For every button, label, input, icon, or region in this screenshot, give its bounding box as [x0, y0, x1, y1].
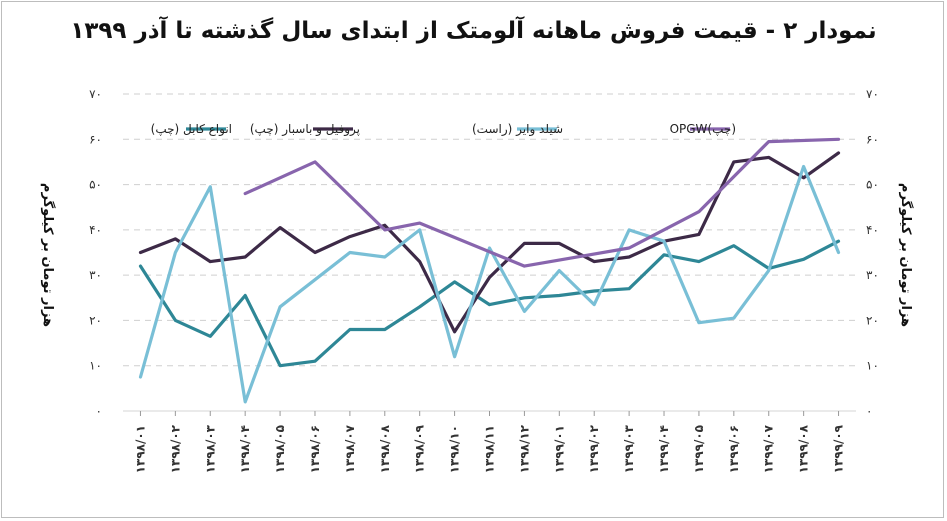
y-tick-label-left: ۲۰: [89, 313, 102, 327]
x-tick-label: ۱۳۹۸/۱۱: [483, 425, 497, 473]
x-tick-label: ۱۳۹۹/۰۴: [657, 425, 671, 473]
y-tick-label-right: ۵۰: [866, 178, 879, 192]
x-tick-label: ۱۳۹۸/۰۲: [168, 424, 182, 473]
x-tick-label: ۱۳۹۹/۰۸: [797, 424, 811, 473]
legend-label: OPGW(چپ): [670, 122, 736, 136]
series-line-4: [243, 137, 841, 268]
x-tick-label: ۱۳۹۹/۰۹: [832, 424, 846, 473]
x-tick-label: ۱۳۹۸/۰۱: [133, 425, 147, 473]
right-y-axis: ۰ ۱۰ ۲۰ ۳۰ ۴۰ ۵۰ ۶۰ ۷۰: [866, 87, 879, 418]
x-axis-ticks: ۱۳۹۸/۰۱ ۱۳۹۸/۰۲ ۱۳۹۸/۰۳ ۱۳۹۸/۰۴ ۱۳۹۸/۰۵ ۱۳۹۸/…: [133, 411, 846, 473]
x-tick-label: ۱۳۹۸/۰۷: [343, 424, 357, 473]
legend-label: پروفیل و باسبار (چپ): [250, 122, 360, 137]
x-tick-label: ۱۳۹۸/۰۶: [308, 425, 322, 473]
y-tick-label-right: ۷۰: [866, 87, 879, 101]
x-tick-label: ۱۳۹۹/۰۱: [552, 425, 566, 473]
x-tick-label: ۱۳۹۹/۰۶: [727, 425, 741, 473]
y-tick-label-left: ۰: [96, 404, 102, 418]
y-tick-label-right: ۱۰: [866, 359, 879, 373]
y-tick-label-right: ۳۰: [866, 268, 879, 282]
left-axis-label: هزار تومان بر کیلوگرم: [40, 183, 56, 327]
y-tick-label-left: ۳۰: [89, 268, 102, 282]
series-line-3: [138, 164, 841, 404]
y-tick-label-right: ۲۰: [866, 313, 879, 327]
gridlines: [123, 93, 856, 412]
chart-title: نمودار ۲ - قیمت فروش ماهانه آلومتک از اب…: [70, 18, 877, 44]
x-tick-label: ۱۳۹۹/۰۵: [692, 425, 706, 473]
legend: انواع کابل (چپ) پروفیل و باسبار (چپ) شیلد …: [151, 122, 736, 137]
y-tick-label-right: ۰: [866, 404, 872, 418]
legend-label: شیلد وایر (راست): [472, 122, 563, 137]
x-tick-label: ۱۳۹۸/۰۹: [413, 424, 427, 473]
y-tick-label-left: ۶۰: [89, 132, 102, 146]
y-tick-label-left: ۱۰: [89, 359, 102, 373]
x-tick-label: ۱۳۹۹/۰۷: [762, 424, 776, 473]
x-tick-label: ۱۳۹۹/۰۲: [587, 424, 601, 473]
series-lines: [138, 137, 841, 404]
series-line-1: [138, 239, 841, 368]
legend-label: انواع کابل (چپ): [151, 122, 232, 137]
left-y-axis: ۰ ۱۰ ۲۰ ۳۰ ۴۰ ۵۰ ۶۰ ۷۰: [89, 87, 102, 418]
y-tick-label-left: ۷۰: [89, 87, 102, 101]
right-axis-label: هزار تومان بر کیلوگرم: [898, 183, 914, 327]
y-tick-label-left: ۴۰: [89, 223, 102, 237]
x-tick-label: ۱۳۹۹/۰۳: [622, 424, 636, 473]
x-tick-label: ۱۳۹۸/۰۸: [378, 424, 392, 473]
x-tick-label: ۱۳۹۸/۰۴: [238, 425, 252, 473]
y-tick-label-left: ۵۰: [89, 178, 102, 192]
x-tick-label: ۱۳۹۸/۰۳: [203, 424, 217, 473]
x-tick-label: ۱۳۹۸/۱۲: [517, 424, 531, 473]
y-tick-label-right: ۶۰: [866, 132, 879, 146]
y-tick-label-right: ۴۰: [866, 223, 879, 237]
x-tick-label: ۱۳۹۸/۱۰: [448, 425, 462, 473]
x-tick-label: ۱۳۹۸/۰۵: [273, 425, 287, 473]
